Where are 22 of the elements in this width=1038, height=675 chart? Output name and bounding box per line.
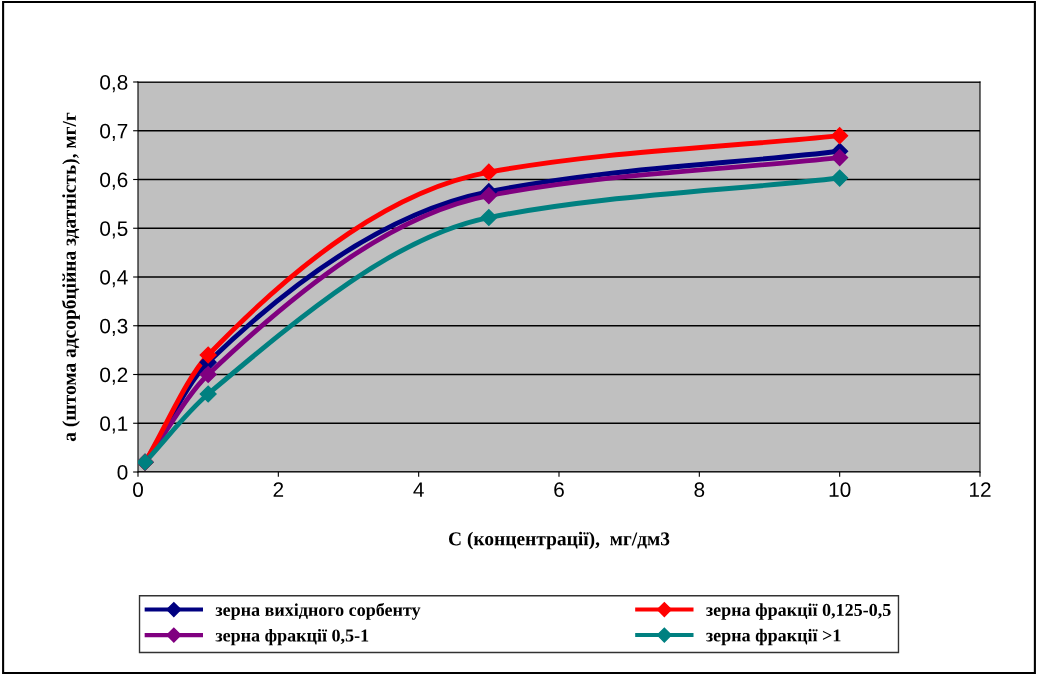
y-tick-label: 0,2 bbox=[100, 367, 128, 385]
y-tick-label: 0,3 bbox=[100, 318, 128, 336]
x-tick-label: 10 bbox=[829, 482, 851, 498]
legend-label: зерна фракції >1 bbox=[706, 628, 841, 646]
legend-label: зерна фракції 0,5-1 bbox=[215, 628, 369, 646]
legend-label: зерна вихідного сорбенту bbox=[215, 602, 421, 620]
y-tick-label: 0,8 bbox=[100, 75, 128, 93]
x-axis-title: C (концентрації), мг/дм3 bbox=[448, 531, 670, 550]
x-tick-label: 6 bbox=[554, 482, 564, 498]
y-tick-label: 0,7 bbox=[100, 123, 128, 141]
x-tick-label: 12 bbox=[970, 482, 991, 497]
y-tick-label: 0,6 bbox=[100, 172, 128, 190]
legend-label: зерна фракції 0,125-0,5 bbox=[706, 603, 891, 620]
y-tick-label: 0 bbox=[117, 465, 128, 480]
x-tick-label: 0 bbox=[133, 482, 143, 498]
x-tick-label: 8 bbox=[694, 482, 705, 498]
y-tick-label: 0,1 bbox=[100, 416, 128, 434]
y-axis-title: a (штома адсорбційна здатність), мг/г bbox=[61, 112, 80, 442]
y-tick-label: 0,5 bbox=[100, 221, 128, 239]
y-tick-label: 0,4 bbox=[100, 270, 128, 288]
x-tick-label: 2 bbox=[273, 482, 284, 497]
x-tick-label: 4 bbox=[413, 482, 424, 497]
